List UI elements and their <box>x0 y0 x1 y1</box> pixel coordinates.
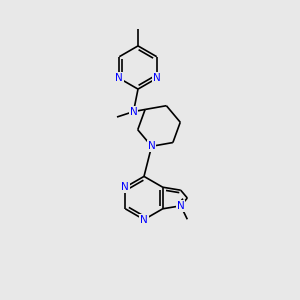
Text: N: N <box>116 73 123 83</box>
Text: N: N <box>153 73 160 83</box>
Text: N: N <box>122 182 129 192</box>
Text: N: N <box>140 214 148 225</box>
Text: N: N <box>130 106 137 117</box>
Text: N: N <box>177 201 184 211</box>
Text: N: N <box>148 141 155 151</box>
